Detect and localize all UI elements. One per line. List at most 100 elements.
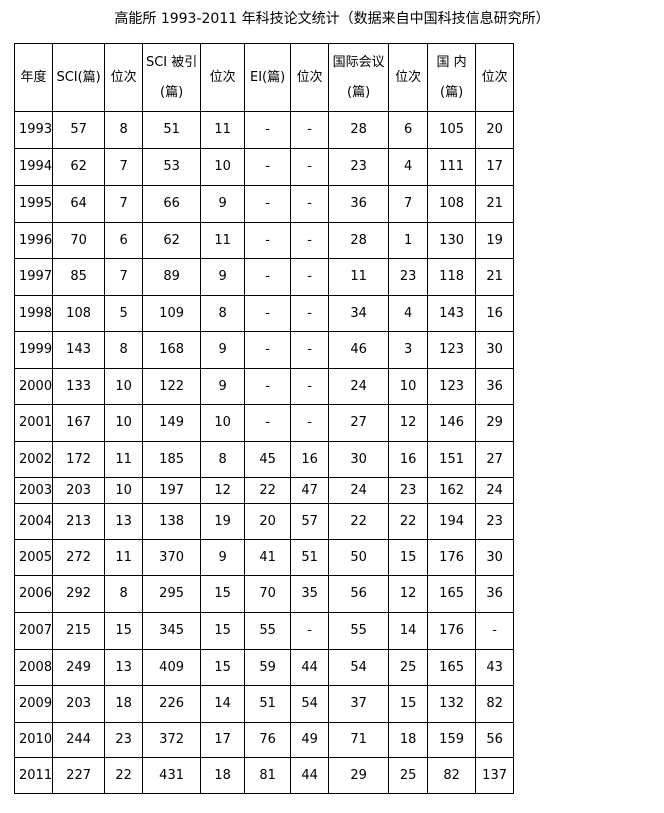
table-cell: 176 [427, 612, 477, 650]
table-cell: 149 [142, 404, 202, 442]
column-header-label: 年度 [20, 69, 47, 85]
table-cell: 15 [104, 612, 144, 650]
table-cell: - [475, 612, 515, 650]
column-header-label: EI(篇) [249, 69, 286, 85]
table-cell: 18 [388, 722, 429, 758]
table-row: 2008 249 13 409 15 59 44 54 25 165 43 [13, 649, 515, 686]
year-cell: 2010 [13, 722, 54, 758]
table-cell: 17 [475, 148, 515, 186]
table-cell: - [244, 404, 292, 442]
column-header-label: (篇) [347, 84, 371, 100]
table-cell: 11 [328, 258, 390, 296]
table-cell: 203 [52, 685, 106, 723]
table-cell: 53 [142, 148, 202, 186]
table-cell: 215 [52, 612, 106, 650]
table-row: 2001 167 10 149 10- -27 12 146 29 [13, 404, 515, 442]
table-cell: 20 [475, 111, 515, 149]
table-cell: 9 [200, 331, 246, 369]
table-cell: 172 [52, 441, 106, 478]
table-cell: 27 [328, 404, 390, 442]
table-cell: 41 [244, 539, 292, 576]
table-cell: - [290, 111, 330, 149]
year-cell: 2000 [13, 368, 54, 405]
table-cell: 10 [388, 368, 429, 405]
table-row: 1993 57 8 51 11- -28 6 105 20 [13, 111, 515, 149]
table-cell: 108 [427, 185, 477, 223]
column-header: 位次 [475, 43, 515, 112]
table-cell: 24 [328, 477, 390, 504]
table-cell: 24 [328, 368, 390, 405]
year-cell: 1994 [13, 148, 54, 186]
year-cell: 2008 [13, 649, 54, 686]
table-cell: 19 [200, 503, 246, 540]
table-cell: 22 [328, 503, 390, 540]
table-cell: 4 [388, 295, 429, 332]
table-cell: 7 [104, 258, 144, 296]
table-cell: 9 [200, 185, 246, 223]
table-cell: 8 [200, 441, 246, 478]
table-cell: 11 [104, 539, 144, 576]
table-cell: 345 [142, 612, 202, 650]
table-cell: 10 [104, 477, 144, 504]
table-cell: 16 [388, 441, 429, 478]
table-cell: - [244, 368, 292, 405]
year-cell: 2009 [13, 685, 54, 723]
table-cell: 8 [104, 111, 144, 149]
table-cell: 36 [328, 185, 390, 223]
table-cell: 57 [52, 111, 106, 149]
table-cell: 6 [104, 222, 144, 259]
table-cell: 45 [244, 441, 292, 478]
table-cell: 28 [328, 111, 390, 149]
table-cell: 28 [328, 222, 390, 259]
table-cell: 118 [427, 258, 477, 296]
table-cell: 16 [290, 441, 330, 478]
table-cell: 62 [52, 148, 106, 186]
table-cell: - [244, 222, 292, 259]
table-cell: 15 [388, 685, 429, 723]
table-cell: 9 [200, 258, 246, 296]
table-cell: 7 [388, 185, 429, 223]
table-cell: 23 [388, 477, 429, 504]
table-cell: - [290, 612, 330, 650]
table-cell: 29 [475, 404, 515, 442]
year-cell: 2001 [13, 404, 54, 442]
column-header: 国际会议 (篇) [328, 43, 390, 112]
table-cell: 21 [475, 258, 515, 296]
table-cell: 15 [200, 649, 246, 686]
year-cell: 1997 [13, 258, 54, 296]
table-cell: 70 [244, 575, 292, 613]
column-header-label: 位次 [209, 69, 236, 85]
table-cell: 244 [52, 722, 106, 758]
table-cell: - [290, 404, 330, 442]
column-header: SCI(篇) [52, 43, 106, 112]
table-cell: 34 [328, 295, 390, 332]
table-cell: 85 [52, 258, 106, 296]
table-row: 2000 133 10 122 9- -24 10 123 36 [13, 368, 515, 405]
table-cell: 3 [388, 331, 429, 369]
table-cell: 25 [388, 649, 429, 686]
column-header-label: 国 内 [436, 54, 467, 70]
table-cell: 27 [475, 441, 515, 478]
table-cell: 11 [200, 222, 246, 259]
table-cell: 176 [427, 539, 477, 576]
table-cell: 22 [388, 503, 429, 540]
table-cell: 12 [200, 477, 246, 504]
header-row: 年度 SCI(篇) 位次 SCI 被引 (篇) 位次 EI(篇) 位次 国际会议 (篇) 位次国 内… [13, 43, 515, 112]
table-cell: 12 [388, 575, 429, 613]
table-cell: 431 [142, 757, 202, 794]
table-cell: 30 [328, 441, 390, 478]
table-cell: 56 [475, 722, 515, 758]
table-cell: 54 [290, 685, 330, 723]
table-row: 1995 64 7 66 9- -36 7 108 21 [13, 185, 515, 223]
table-cell: 51 [290, 539, 330, 576]
table-cell: - [244, 185, 292, 223]
table-cell: 22 [104, 757, 144, 794]
table-cell: 89 [142, 258, 202, 296]
table-cell: 51 [244, 685, 292, 723]
table-cell: 22 [244, 477, 292, 504]
table-cell: - [290, 295, 330, 332]
table-cell: 165 [427, 649, 477, 686]
table-row: 2007 215 15 345 15 55-55 14 176- [13, 612, 515, 650]
table-cell: 43 [475, 649, 515, 686]
table-cell: 14 [388, 612, 429, 650]
